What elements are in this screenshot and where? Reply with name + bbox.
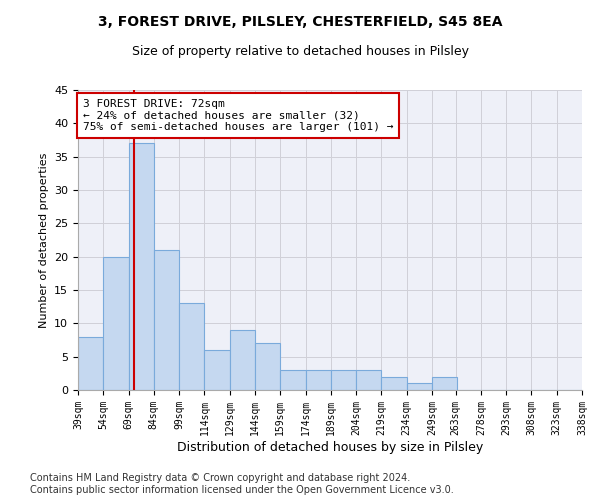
Bar bbox=[432, 376, 457, 390]
Y-axis label: Number of detached properties: Number of detached properties bbox=[38, 152, 49, 328]
Bar bbox=[128, 144, 154, 390]
Bar bbox=[179, 304, 205, 390]
Text: Size of property relative to detached houses in Pilsley: Size of property relative to detached ho… bbox=[131, 45, 469, 58]
Bar bbox=[382, 376, 407, 390]
Bar bbox=[230, 330, 255, 390]
Bar bbox=[280, 370, 305, 390]
Bar bbox=[331, 370, 356, 390]
Text: 3 FOREST DRIVE: 72sqm
← 24% of detached houses are smaller (32)
75% of semi-deta: 3 FOREST DRIVE: 72sqm ← 24% of detached … bbox=[83, 99, 394, 132]
Text: Contains HM Land Registry data © Crown copyright and database right 2024.
Contai: Contains HM Land Registry data © Crown c… bbox=[30, 474, 454, 495]
Bar bbox=[356, 370, 382, 390]
X-axis label: Distribution of detached houses by size in Pilsley: Distribution of detached houses by size … bbox=[177, 440, 483, 454]
Bar bbox=[78, 336, 103, 390]
Bar bbox=[154, 250, 179, 390]
Bar bbox=[103, 256, 128, 390]
Bar bbox=[305, 370, 331, 390]
Text: 3, FOREST DRIVE, PILSLEY, CHESTERFIELD, S45 8EA: 3, FOREST DRIVE, PILSLEY, CHESTERFIELD, … bbox=[98, 15, 502, 29]
Bar bbox=[205, 350, 230, 390]
Bar bbox=[407, 384, 432, 390]
Bar bbox=[255, 344, 280, 390]
